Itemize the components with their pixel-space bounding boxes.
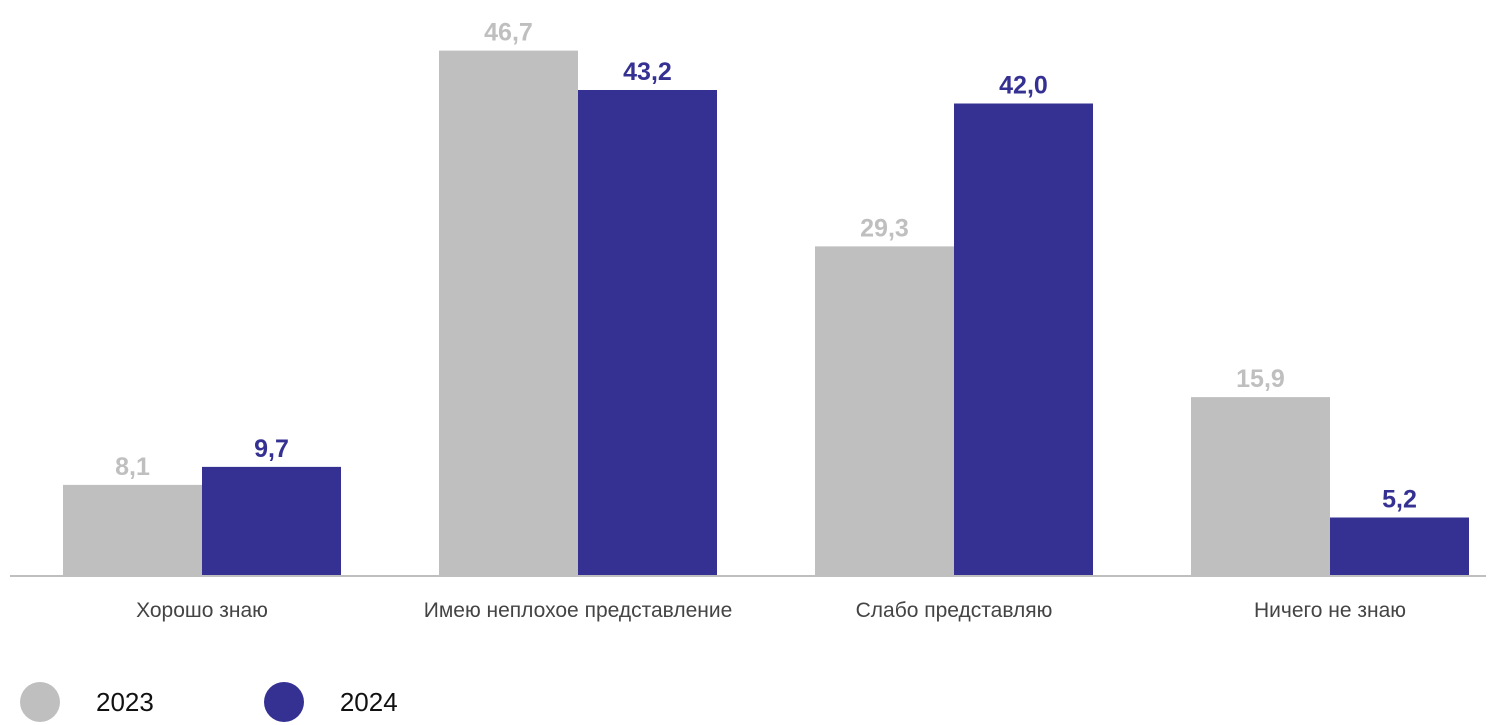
category-label-1: Имею неплохое представление [424,599,733,622]
bar-chart: 8,1 9,7 46,7 43,2 29,3 42,0 15,9 5,2 Хорошо зна… [10,19,1486,622]
category-label-3: Ничего не знаю [1254,599,1406,622]
data-label-2023-0: 8,1 [115,453,150,481]
data-label-2024-3: 5,2 [1382,486,1417,514]
bar-2023-1 [439,50,578,576]
category-label-0: Хорошо знаю [136,599,268,622]
bar-2024-2 [954,103,1093,576]
value-labels-layer: 8,1 9,7 46,7 43,2 29,3 42,0 15,9 5,2 [115,19,1417,514]
legend: 2023 2024 [20,682,508,722]
data-label-2023-2: 29,3 [860,214,909,242]
legend-item-2024: 2024 [263,682,398,722]
data-label-2023-1: 46,7 [484,19,533,47]
data-label-2024-1: 43,2 [623,58,672,86]
bar-2024-1 [578,90,717,576]
legend-label-2023: 2023 [96,686,154,717]
data-label-2024-0: 9,7 [254,435,289,463]
category-labels-layer: Хорошо знаю Имею неплохое представление Сл… [136,599,1406,622]
bar-2024-0 [202,466,341,576]
bar-2023-0 [63,484,202,576]
legend-swatch-2024 [263,682,304,722]
legend-item-2023: 2023 [20,682,154,722]
category-label-2: Слабо представляю [856,599,1053,622]
bar-2023-3 [1191,397,1330,576]
bar-2024-3 [1330,517,1469,576]
legend-label-2024: 2024 [339,686,398,717]
legend-swatch-2023 [20,682,60,722]
bar-2023-2 [815,246,954,576]
data-label-2024-2: 42,0 [999,72,1048,100]
bars-layer [63,50,1469,576]
data-label-2023-3: 15,9 [1236,365,1285,393]
